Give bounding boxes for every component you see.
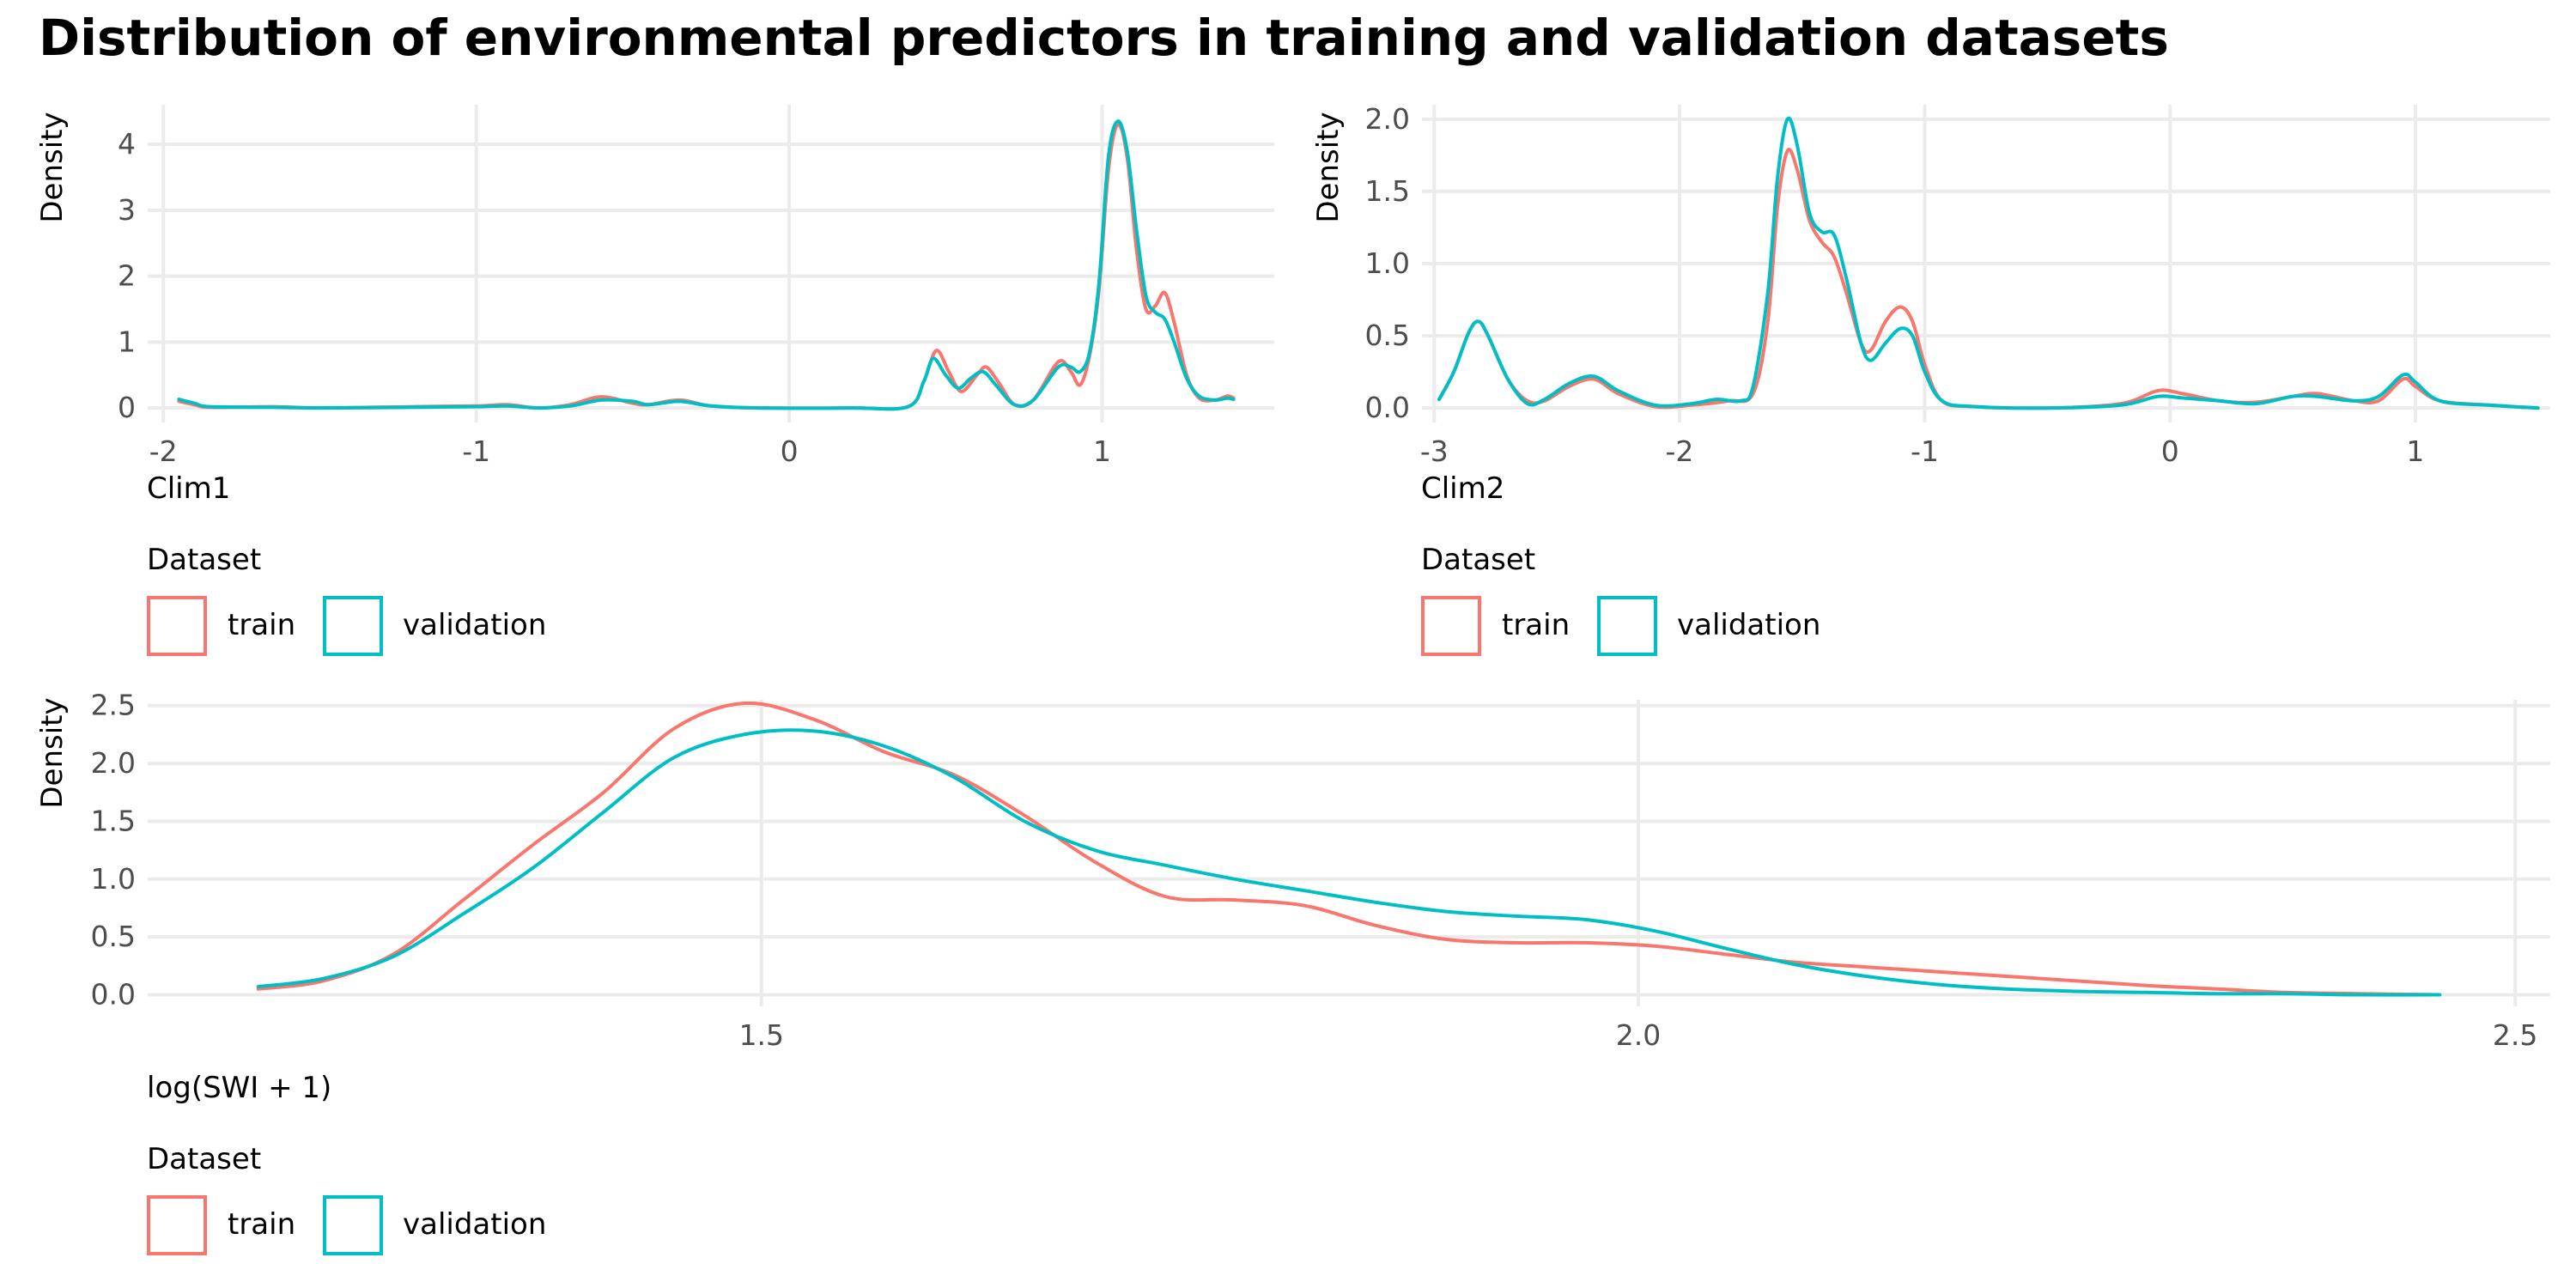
y-tick-label: 2 (118, 259, 136, 293)
x-tick-label: -2 (149, 434, 178, 468)
legend-label-validation-clim1: validation (403, 608, 546, 642)
x-axis-label-swi: log(SWI + 1) (147, 1071, 331, 1105)
legend-key-validation-swi (323, 1195, 383, 1255)
legend-title-clim1: Dataset (147, 543, 261, 577)
x-tick-label: 1 (2406, 434, 2424, 468)
x-axis-label-clim1: Clim1 (147, 471, 230, 506)
x-tick-label: 1 (1093, 434, 1111, 468)
y-tick-label: 0 (118, 391, 136, 424)
y-tick-label: 4 (118, 127, 136, 161)
curves-swi (256, 701, 2442, 997)
density-curve-train (1437, 148, 2540, 410)
x-tick-label: 1.5 (739, 1018, 784, 1052)
y-tick-label: 0.5 (1365, 319, 1410, 352)
curves-clim1 (177, 119, 1236, 411)
y-tick-label: 2.0 (91, 746, 136, 780)
panel-clim2: 0.0 0.5 1.0 1.5 2.0 -3 -2 -1 0 1 Density Clim2 Da… (1311, 102, 2550, 656)
legend-key-train-clim2 (1421, 596, 1481, 656)
y-tick-label: 0.5 (91, 920, 136, 953)
legend-label-train-swi: train (228, 1207, 295, 1242)
x-tick-label: 0 (2161, 434, 2179, 468)
y-tick-label: 2.5 (91, 689, 136, 722)
grid-clim1 (148, 105, 1274, 422)
grid-swi (148, 700, 2550, 1006)
x-tick-label: -2 (1665, 434, 1693, 468)
legend-clim2: Dataset train validation (1421, 543, 1820, 656)
x-tick-label: 2.5 (2493, 1018, 2537, 1052)
legend-key-train-clim1 (147, 596, 207, 656)
legend-title-clim2: Dataset (1421, 543, 1535, 577)
y-tick-label: 0.0 (91, 978, 136, 1012)
legend-key-validation-clim1 (323, 596, 383, 656)
y-axis-label-clim1: Density (35, 112, 70, 222)
ticks-clim1: 0 1 2 3 4 -2 -1 0 1 (118, 127, 1111, 468)
x-tick-label: 0 (781, 434, 799, 468)
legend-key-validation-clim2 (1597, 596, 1657, 656)
y-tick-label: 2.0 (1365, 102, 1410, 136)
x-tick-label: -1 (1911, 434, 1939, 468)
x-tick-label: -1 (462, 434, 490, 468)
legend-swi: Dataset train validation (147, 1142, 546, 1255)
legend-label-validation-clim2: validation (1677, 608, 1820, 642)
y-tick-label: 0.0 (1365, 391, 1410, 424)
panel-clim1: 0 1 2 3 4 -2 -1 0 1 Density Clim1 Dataset train … (35, 105, 1274, 656)
y-tick-label: 3 (118, 193, 136, 227)
y-tick-label: 1.0 (1365, 246, 1410, 280)
legend-title-swi: Dataset (147, 1142, 261, 1176)
density-curve-train (177, 122, 1236, 411)
density-curve-train (256, 701, 2442, 997)
legend-clim1: Dataset train validation (147, 543, 546, 656)
y-tick-label: 1.5 (1365, 174, 1410, 208)
legend-label-validation-swi: validation (403, 1207, 546, 1242)
ticks-clim2: 0.0 0.5 1.0 1.5 2.0 -3 -2 -1 0 1 (1365, 102, 2425, 468)
ticks-swi: 0.0 0.5 1.0 1.5 2.0 2.5 1.5 2.0 2.5 (91, 689, 2538, 1052)
y-axis-label-clim2: Density (1311, 112, 1346, 222)
x-axis-label-clim2: Clim2 (1421, 471, 1504, 506)
density-curve-validation (1437, 116, 2540, 410)
figure-title: Distribution of environmental predictors… (39, 9, 2169, 67)
grid-clim2 (1422, 105, 2550, 422)
x-tick-label: -3 (1420, 434, 1449, 468)
density-curve-validation (256, 728, 2442, 997)
y-tick-label: 1.0 (91, 862, 136, 896)
x-tick-label: 2.0 (1616, 1018, 1661, 1052)
density-curve-validation (177, 119, 1236, 411)
legend-label-train-clim1: train (228, 608, 295, 642)
y-tick-label: 1 (118, 325, 136, 358)
panel-swi: 0.0 0.5 1.0 1.5 2.0 2.5 1.5 2.0 2.5 Density log(… (35, 689, 2550, 1255)
legend-label-train-clim2: train (1502, 608, 1570, 642)
y-axis-label-swi: Density (35, 697, 70, 808)
legend-key-train-swi (147, 1195, 207, 1255)
curves-clim2 (1437, 116, 2540, 410)
y-tick-label: 1.5 (91, 804, 136, 837)
